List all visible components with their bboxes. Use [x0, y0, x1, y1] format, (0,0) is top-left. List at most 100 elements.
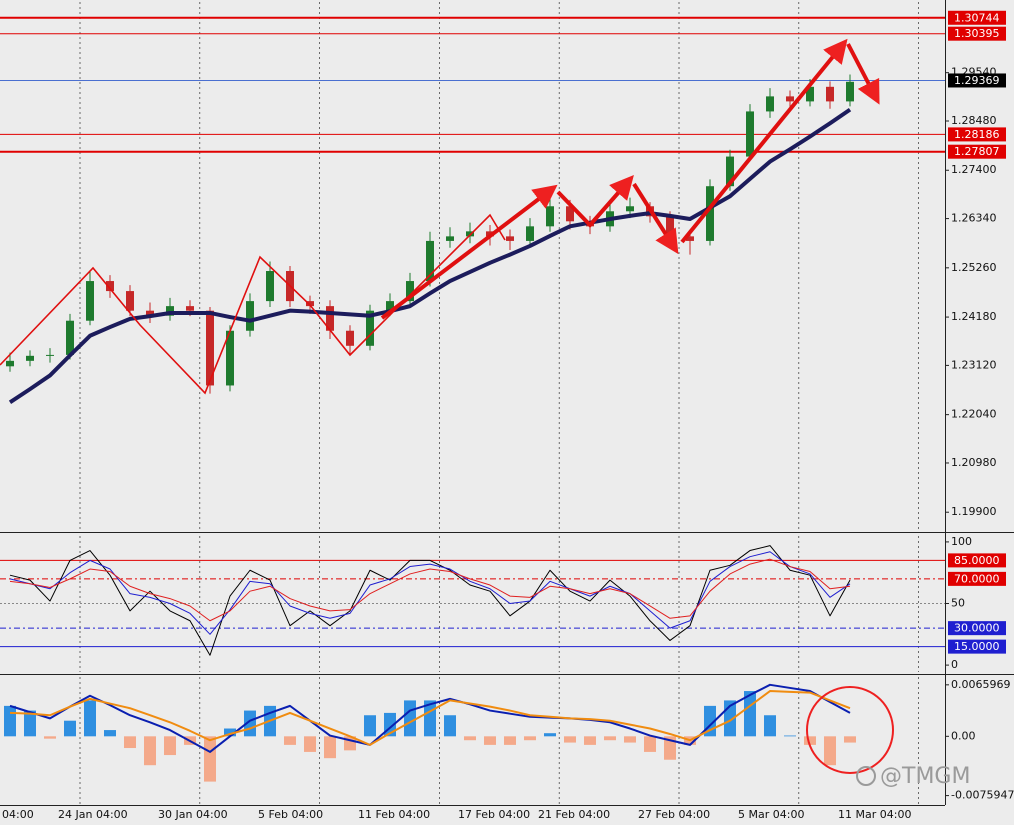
- histogram-bar: [24, 710, 36, 737]
- candle-body: [426, 240, 434, 282]
- candle-body: [846, 81, 854, 102]
- level-label-bg: [948, 144, 1006, 159]
- candle-body: [626, 206, 634, 212]
- x-tick-label: 11 Feb 04:00: [358, 808, 430, 821]
- x-tick-label: 5 Mar 04:00: [738, 808, 804, 821]
- candle-body: [726, 156, 734, 187]
- level-label-bg: [948, 571, 1006, 586]
- level-label-bg: [948, 73, 1006, 88]
- candle-body: [446, 236, 454, 241]
- x-tick-label: 30 Jan 04:00: [158, 808, 228, 821]
- annotations: [0, 38, 894, 774]
- candle-body: [826, 86, 834, 102]
- candle-body: [206, 310, 214, 386]
- histogram-bar: [404, 700, 416, 737]
- histogram-bar: [464, 736, 476, 741]
- candle-body: [6, 360, 14, 367]
- y-tick-label: 1.25260: [951, 261, 997, 274]
- candle-body: [406, 281, 414, 302]
- histogram-bar: [624, 736, 636, 743]
- candle-body: [706, 186, 714, 241]
- histogram-bar: [644, 736, 656, 752]
- signal-line: [9, 690, 851, 746]
- y-tick-label: 1.24180: [951, 310, 997, 323]
- level-label: 1.27807: [954, 145, 1000, 158]
- histogram-bar: [364, 715, 376, 737]
- level-label: 1.30744: [954, 11, 1000, 24]
- highlight-circle: [806, 686, 894, 774]
- histogram-bar: [204, 736, 216, 782]
- oscillator-line: [9, 558, 851, 622]
- watermark-icon: [856, 766, 876, 786]
- oscillator-line: [9, 551, 851, 635]
- zigzag: [0, 213, 506, 395]
- arrow: [680, 38, 848, 244]
- x-tick-label: 17 Feb 04:00: [458, 808, 530, 821]
- histogram-bar: [84, 700, 96, 737]
- histogram-bar: [444, 715, 456, 737]
- candle-body: [466, 231, 474, 237]
- level-label-bg: [948, 26, 1006, 41]
- y-tick-label: 1.27400: [951, 163, 997, 176]
- level-label: 85.0000: [954, 554, 1000, 567]
- candle-body: [326, 306, 334, 331]
- level-label: 15.0000: [954, 640, 1000, 653]
- candle-body: [366, 310, 374, 346]
- histogram-bar: [44, 736, 56, 739]
- candle-body: [566, 206, 574, 222]
- candle-body: [26, 355, 34, 361]
- histogram-bar: [484, 736, 496, 745]
- y-tick-label: 1.23120: [951, 358, 997, 371]
- candle-body: [766, 96, 774, 112]
- histogram-bar: [584, 736, 596, 745]
- candle-body: [146, 310, 154, 316]
- histogram-bar: [844, 736, 856, 743]
- candle-body: [746, 111, 754, 157]
- candle-body: [786, 96, 794, 102]
- level-label: 70.0000: [954, 572, 1000, 585]
- y-tick-label: 1.19900: [951, 505, 997, 518]
- y-tick-label: 0: [951, 658, 958, 671]
- candle-body: [226, 330, 234, 386]
- histogram-bar: [64, 720, 76, 737]
- candle-body: [126, 291, 134, 311]
- watermark: @TMGM: [880, 764, 970, 789]
- histogram-bar: [824, 736, 836, 766]
- y-tick-label: 50: [951, 597, 965, 610]
- x-tick-label: 5 Feb 04:00: [258, 808, 323, 821]
- level-label: 1.30395: [954, 27, 1000, 40]
- candle-body: [166, 306, 174, 316]
- oscillator-line: [9, 545, 851, 656]
- histogram-bar: [784, 735, 796, 737]
- x-tick-label: 04:00: [2, 808, 34, 821]
- candle-body: [546, 206, 554, 227]
- candle-body: [266, 271, 274, 302]
- candle-body: [386, 301, 394, 311]
- histogram-bar: [224, 728, 236, 737]
- candle-body: [46, 354, 54, 356]
- candle-body: [86, 281, 94, 321]
- signal-line: [9, 683, 851, 753]
- y-tick-label: 100: [951, 535, 972, 548]
- candle-body: [186, 306, 194, 311]
- level-label-bg: [948, 553, 1006, 568]
- candle-body: [106, 281, 114, 292]
- marks-layer: [4, 74, 856, 782]
- histogram-bar: [124, 736, 136, 749]
- histogram-bar: [104, 730, 116, 737]
- x-tick-label: 27 Feb 04:00: [638, 808, 710, 821]
- x-tick-label: 11 Mar 04:00: [838, 808, 911, 821]
- histogram-bar: [524, 736, 536, 741]
- candle-body: [246, 301, 254, 331]
- histogram-bar: [144, 736, 156, 766]
- arrow: [556, 174, 634, 228]
- candle-body: [306, 301, 314, 307]
- histogram-bar: [304, 736, 316, 752]
- y-tick-label: 0.0065969: [951, 678, 1011, 691]
- y-tick-label: 0.00: [951, 729, 976, 742]
- level-label-bg: [948, 10, 1006, 25]
- frame: [0, 0, 1014, 806]
- histogram-bar: [284, 736, 296, 745]
